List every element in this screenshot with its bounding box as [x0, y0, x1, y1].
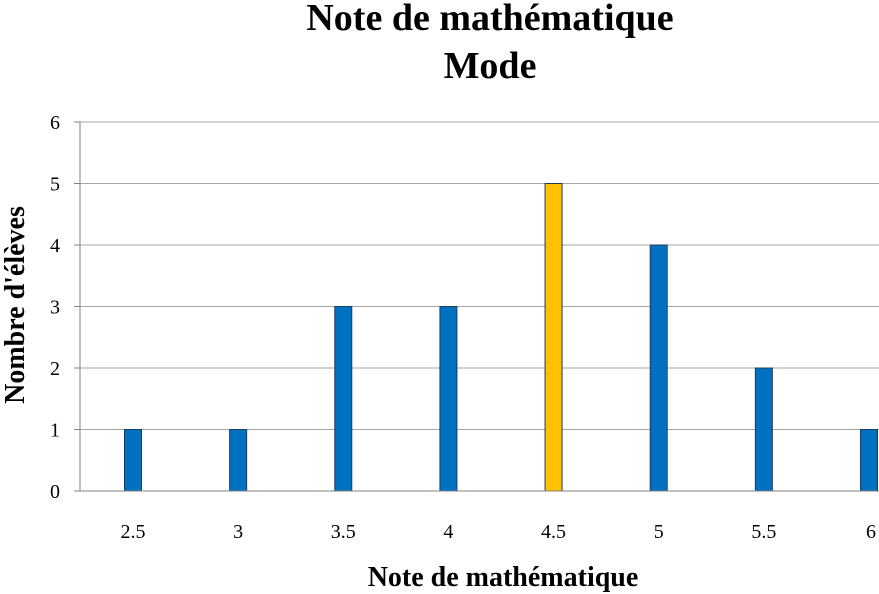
y-tick-label: 3 [50, 297, 60, 319]
bar-5.5 [754, 367, 773, 492]
bar-3 [229, 429, 248, 492]
x-tick-label: 4 [443, 521, 453, 543]
gridlines [74, 121, 879, 492]
x-tick-label: 5 [654, 521, 664, 543]
x-tick-labels: 2.5 3 3.5 4 4.5 5 5.5 6 [121, 521, 877, 543]
y-tick-label: 4 [50, 235, 60, 257]
y-axis-title: Nombre d'élèves [0, 206, 31, 404]
bar-6 [859, 429, 878, 492]
y-tick-label: 5 [50, 174, 60, 196]
bar-4.5 [544, 183, 563, 492]
y-tick-label: 6 [50, 112, 60, 134]
x-tick-label: 3 [233, 521, 243, 543]
chart-title-line-2: Mode [444, 45, 537, 87]
x-tick-label: 4.5 [541, 521, 566, 543]
bars [124, 183, 878, 492]
bar-2.5 [124, 429, 142, 492]
bar-5 [649, 244, 668, 492]
y-tick-labels: 0 1 2 3 4 5 6 [50, 112, 60, 503]
chart-title-line-1: Note de mathématique [306, 0, 673, 39]
bar-4 [439, 306, 458, 492]
x-tick-label: 3.5 [331, 521, 356, 543]
bar-3.5 [334, 306, 353, 492]
y-tick-label: 1 [50, 420, 60, 442]
x-tick-label: 5.5 [751, 521, 776, 543]
y-tick-label: 0 [50, 481, 60, 503]
y-tick-label: 2 [50, 358, 60, 380]
x-tick-label: 6 [866, 521, 876, 543]
x-axis-title: Note de mathématique [368, 562, 639, 593]
x-tick-label: 2.5 [121, 521, 146, 543]
axes [79, 122, 879, 492]
